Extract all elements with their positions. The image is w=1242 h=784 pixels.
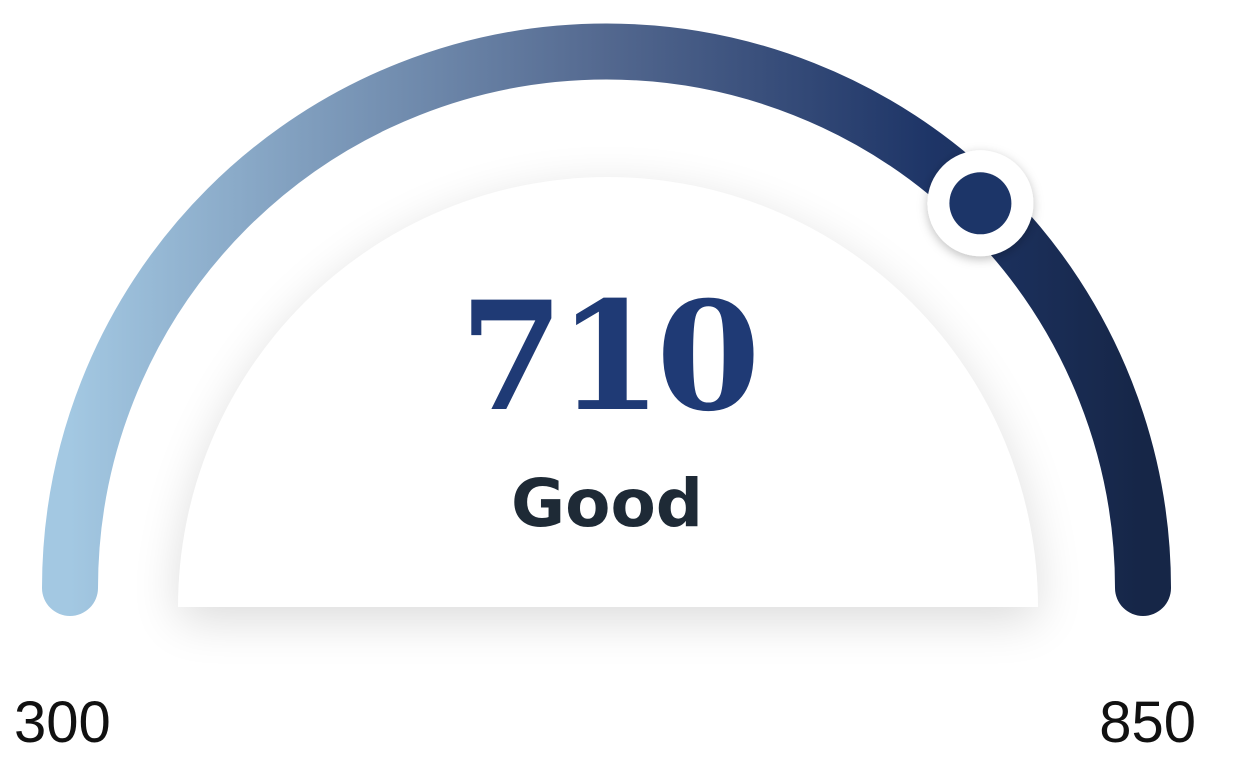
knob-dot xyxy=(949,172,1012,235)
score-value: 710 xyxy=(459,269,760,445)
gauge-arc xyxy=(42,23,1171,616)
inner-disc xyxy=(178,177,1038,607)
score-rating: Good xyxy=(510,465,704,542)
range-min-label: 300 xyxy=(14,690,111,755)
score-indicator-knob xyxy=(927,150,1034,257)
range-max-label: 850 xyxy=(1099,690,1196,755)
